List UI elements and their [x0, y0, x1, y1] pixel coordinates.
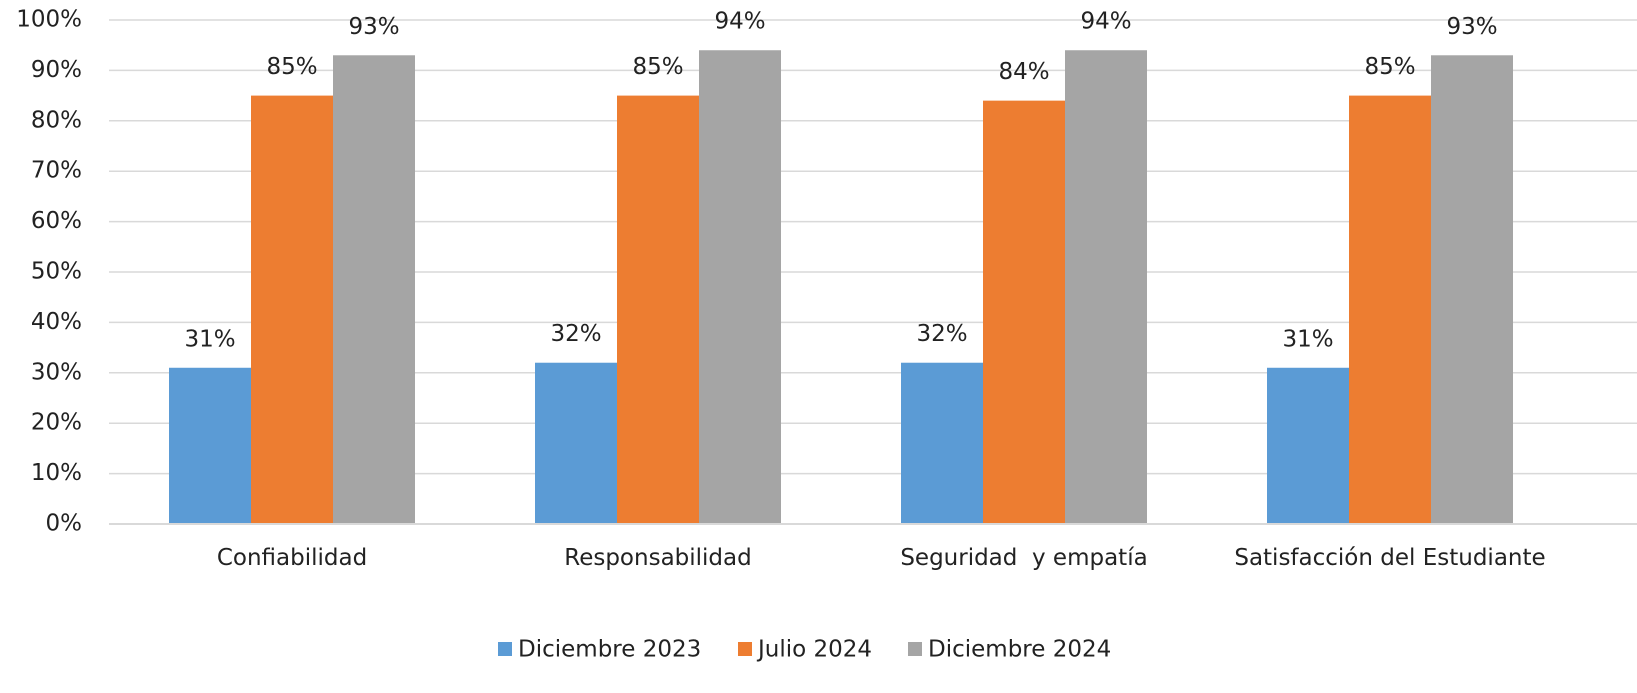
data-label: 93%: [1446, 14, 1497, 40]
y-tick-label: 100%: [16, 7, 82, 33]
bar: [333, 55, 415, 524]
data-label: 85%: [1364, 54, 1415, 80]
y-tick-label: 50%: [31, 259, 82, 285]
data-label: 31%: [1282, 326, 1333, 352]
y-tick-label: 90%: [31, 57, 82, 83]
legend-swatch: [498, 642, 512, 656]
bar: [901, 362, 983, 524]
bar: [535, 362, 617, 524]
legend-label: Diciembre 2023: [518, 637, 701, 663]
bar: [169, 367, 251, 524]
y-tick-label: 80%: [31, 107, 82, 133]
y-tick-label: 0%: [46, 511, 83, 537]
data-label: 85%: [632, 54, 683, 80]
y-tick-label: 70%: [31, 158, 82, 184]
data-label: 32%: [550, 321, 601, 347]
y-tick-label: 40%: [31, 309, 82, 335]
y-tick-label: 20%: [31, 410, 82, 436]
x-tick-label: Seguridad y empatía: [900, 545, 1148, 571]
bar: [699, 50, 781, 525]
legend-swatch: [738, 642, 752, 656]
bar: [1431, 55, 1513, 524]
x-tick-label: Satisfacción del Estudiante: [1234, 545, 1546, 571]
legend-label: Diciembre 2024: [928, 637, 1111, 663]
bar: [983, 100, 1065, 524]
bar: [251, 95, 333, 524]
data-label: 85%: [266, 54, 317, 80]
data-label: 31%: [184, 326, 235, 352]
x-tick-label: Confiabilidad: [216, 545, 368, 571]
x-tick-label: Responsabilidad: [564, 545, 752, 571]
data-label: 94%: [1080, 9, 1131, 35]
y-tick-label: 10%: [31, 460, 82, 486]
bar: [1349, 95, 1431, 524]
legend-swatch: [908, 642, 922, 656]
legend-label: Julio 2024: [756, 637, 872, 663]
data-label: 84%: [998, 59, 1049, 85]
data-label: 93%: [348, 14, 399, 40]
data-label: 32%: [916, 321, 967, 347]
bar: [1065, 50, 1147, 525]
y-tick-label: 30%: [31, 359, 82, 385]
bar: [617, 95, 699, 524]
y-tick-label: 60%: [31, 208, 82, 234]
data-label: 94%: [714, 9, 765, 35]
bar: [1267, 367, 1349, 524]
